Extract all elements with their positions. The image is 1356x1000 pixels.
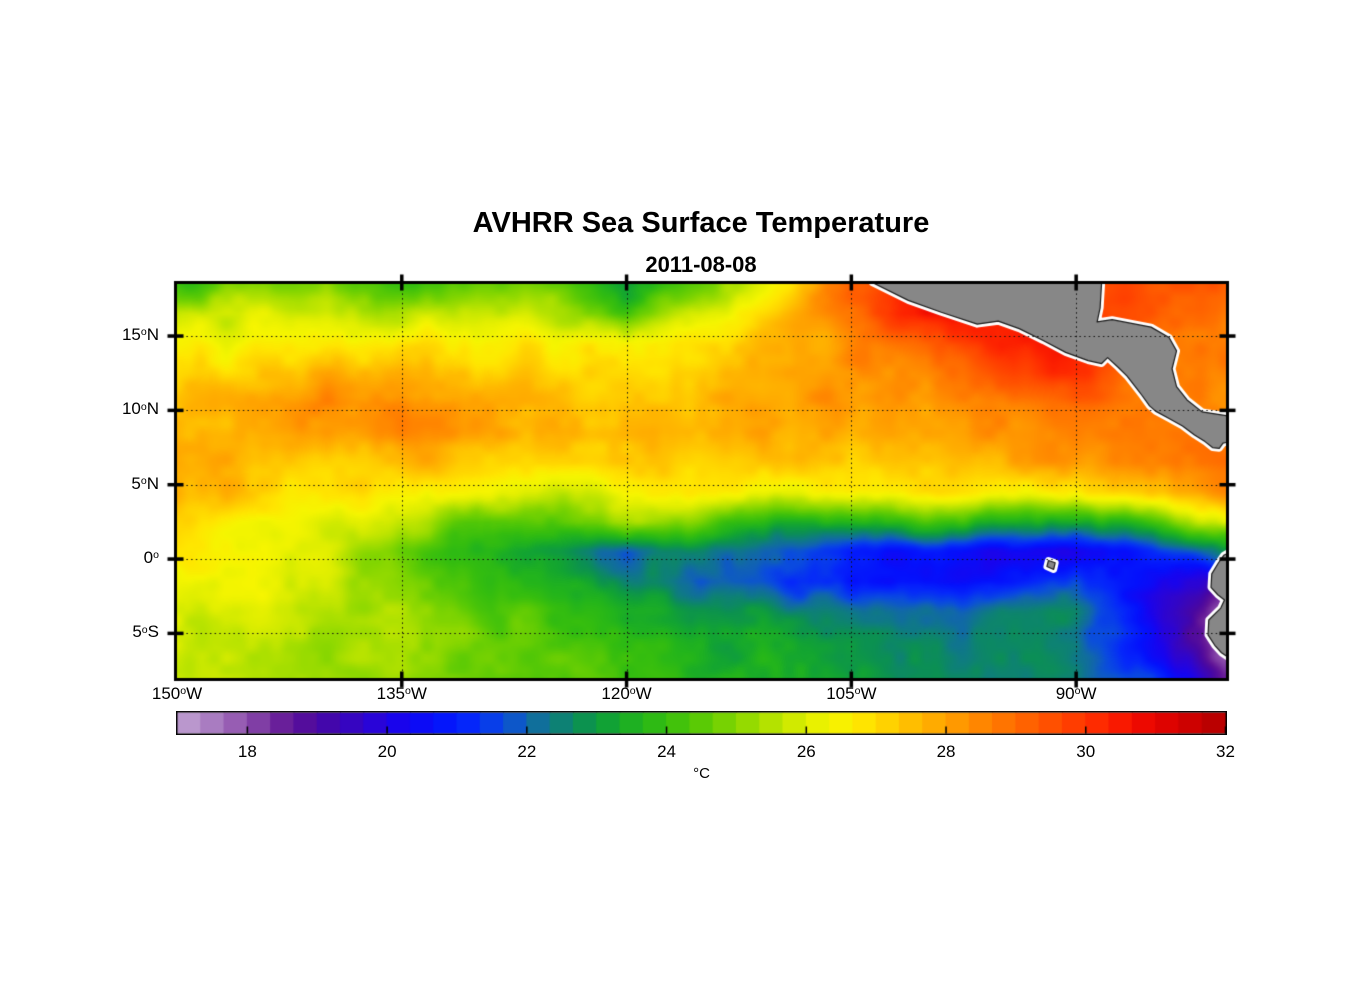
sst-heatmap-canvas: [163, 269, 1239, 693]
x-tick-105w: 105oW: [826, 684, 877, 703]
page-title: AVHRR Sea Surface Temperature: [472, 207, 930, 239]
y-tick-5s: 5oS: [132, 622, 159, 642]
y-tick-15n: 15oN: [121, 325, 159, 345]
cb-tick-22: 22: [517, 742, 537, 761]
cb-tick-28: 28: [936, 742, 956, 761]
x-tick-135w: 135oW: [376, 684, 427, 703]
cb-tick-30: 30: [1076, 742, 1096, 761]
colorbar: [176, 711, 1227, 735]
x-tick-90w: 90oW: [1055, 684, 1097, 703]
cb-tick-20: 20: [377, 742, 397, 761]
x-tick-150w: 150oW: [151, 684, 203, 703]
y-tick-5n: 5oN: [131, 473, 159, 493]
y-tick-10n: 10oN: [121, 399, 159, 419]
cb-tick-32: 32: [1216, 742, 1235, 761]
y-tick-0: 0o: [143, 548, 159, 568]
x-tick-120w: 120oW: [601, 684, 652, 703]
cb-tick-18: 18: [237, 742, 257, 761]
cb-tick-26: 26: [796, 742, 816, 761]
colorbar-unit-label: °C: [693, 765, 710, 782]
cb-tick-24: 24: [657, 742, 677, 761]
